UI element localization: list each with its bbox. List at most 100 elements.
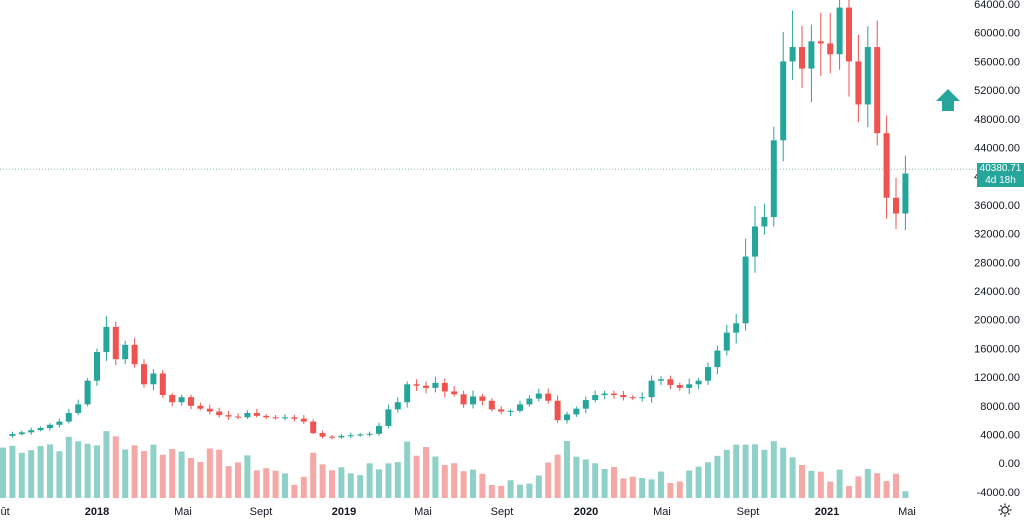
volume-bar (357, 475, 364, 498)
x-tick-label: 2018 (85, 506, 109, 518)
candle-body (582, 400, 589, 409)
candle-body (686, 384, 693, 388)
candle-body (188, 397, 194, 406)
candle-body (291, 417, 298, 419)
y-tick-label: 24000.00 (974, 286, 1020, 298)
volume-bar (37, 446, 44, 498)
y-tick-label: 0.00 (999, 458, 1020, 470)
candle-body (573, 408, 580, 415)
gear-icon (998, 503, 1012, 517)
volume-bar (770, 441, 777, 498)
volume-bar (376, 469, 382, 498)
volume-bar (460, 471, 467, 498)
volume-bar (47, 444, 53, 498)
volume-bar (394, 462, 401, 498)
volume-bar (611, 466, 617, 498)
volume-bar (150, 444, 157, 498)
candle-body (376, 425, 382, 434)
price-axis[interactable]: 64000.00 60000.00 56000.00 52000.00 48000.00… (974, 0, 1020, 499)
candle-countdown: 4d 18h (985, 175, 1016, 186)
volume-bar (874, 473, 881, 498)
candle-body (225, 415, 232, 417)
candle-body (37, 428, 44, 431)
volume-bar (714, 455, 721, 498)
candle-body (441, 382, 448, 392)
y-tick-label: 56000.00 (974, 56, 1020, 68)
candle-body (752, 226, 758, 257)
candle-body (84, 380, 91, 405)
time-axis[interactable]: oût 2018 Mai Sept 2019 Mai Sept 2020 Mai Sept 2021… (0, 506, 916, 518)
last-price-value: 40380.71 (979, 163, 1022, 174)
candle-body (47, 424, 53, 429)
candle-body (893, 197, 899, 214)
volume-bar (817, 471, 824, 498)
y-tick-label: 20000.00 (974, 315, 1020, 327)
candle-body (244, 412, 251, 418)
volume-bar (75, 441, 82, 498)
candle-body (394, 402, 401, 410)
volume-bar (686, 470, 693, 498)
volume-bar (84, 443, 91, 498)
volume-bar (639, 478, 646, 498)
candle-body (206, 408, 213, 412)
volume-bar (272, 470, 279, 498)
candle-body (310, 421, 317, 434)
candle-body (216, 411, 223, 416)
volume-bar (206, 448, 213, 498)
candle-body (18, 432, 25, 435)
x-tick-label: Mai (653, 506, 671, 518)
volume-bar (94, 445, 100, 498)
candle-body (451, 391, 458, 395)
volume-bar (488, 485, 495, 498)
volume-bar (545, 462, 552, 498)
candle-body (272, 417, 279, 419)
volume-bar (310, 452, 317, 498)
volume-bar (723, 449, 730, 498)
volume-bar (564, 441, 570, 498)
volume-bar (329, 470, 335, 498)
candle-body (131, 344, 138, 365)
volume-bar (883, 481, 890, 498)
candle-body (122, 344, 129, 360)
volume-bar (300, 476, 307, 498)
volume-bar (808, 470, 815, 498)
volume-bar (799, 465, 805, 498)
candle-body (526, 398, 533, 405)
volume-bar (507, 480, 514, 498)
candle-body (789, 47, 796, 62)
y-tick-label: 8000.00 (980, 401, 1020, 413)
candle-body (592, 395, 599, 401)
x-tick-label: Mai (898, 506, 916, 518)
candle-body (761, 217, 768, 227)
candle-body (28, 430, 35, 433)
candle-body (658, 379, 664, 381)
volume-bar (855, 476, 862, 498)
volume-bar (733, 444, 740, 498)
candle-body (75, 404, 82, 413)
y-tick-label: 32000.00 (974, 229, 1020, 241)
candle-body (601, 393, 608, 396)
y-tick-label: -4000.00 (977, 487, 1020, 499)
candle-body (178, 397, 185, 403)
candle-body (695, 380, 702, 385)
volume-bar (122, 449, 129, 498)
volume-bar (18, 452, 25, 498)
x-tick-label: Mai (174, 506, 192, 518)
candle-body (423, 385, 429, 388)
candle-body (846, 7, 852, 62)
candle-body (545, 393, 552, 401)
candle-body (159, 373, 166, 396)
volume-bar (582, 459, 589, 498)
settings-button[interactable] (996, 501, 1014, 519)
volume-bar (131, 445, 138, 498)
candle-body (460, 394, 467, 405)
candle-body (639, 397, 646, 399)
candle-body (667, 379, 674, 385)
candle-body (404, 384, 411, 403)
volume-bar (629, 476, 636, 498)
candle-body (300, 418, 307, 422)
volume-bar (470, 469, 476, 498)
candle-body (338, 435, 345, 438)
volume-bars (0, 431, 909, 498)
